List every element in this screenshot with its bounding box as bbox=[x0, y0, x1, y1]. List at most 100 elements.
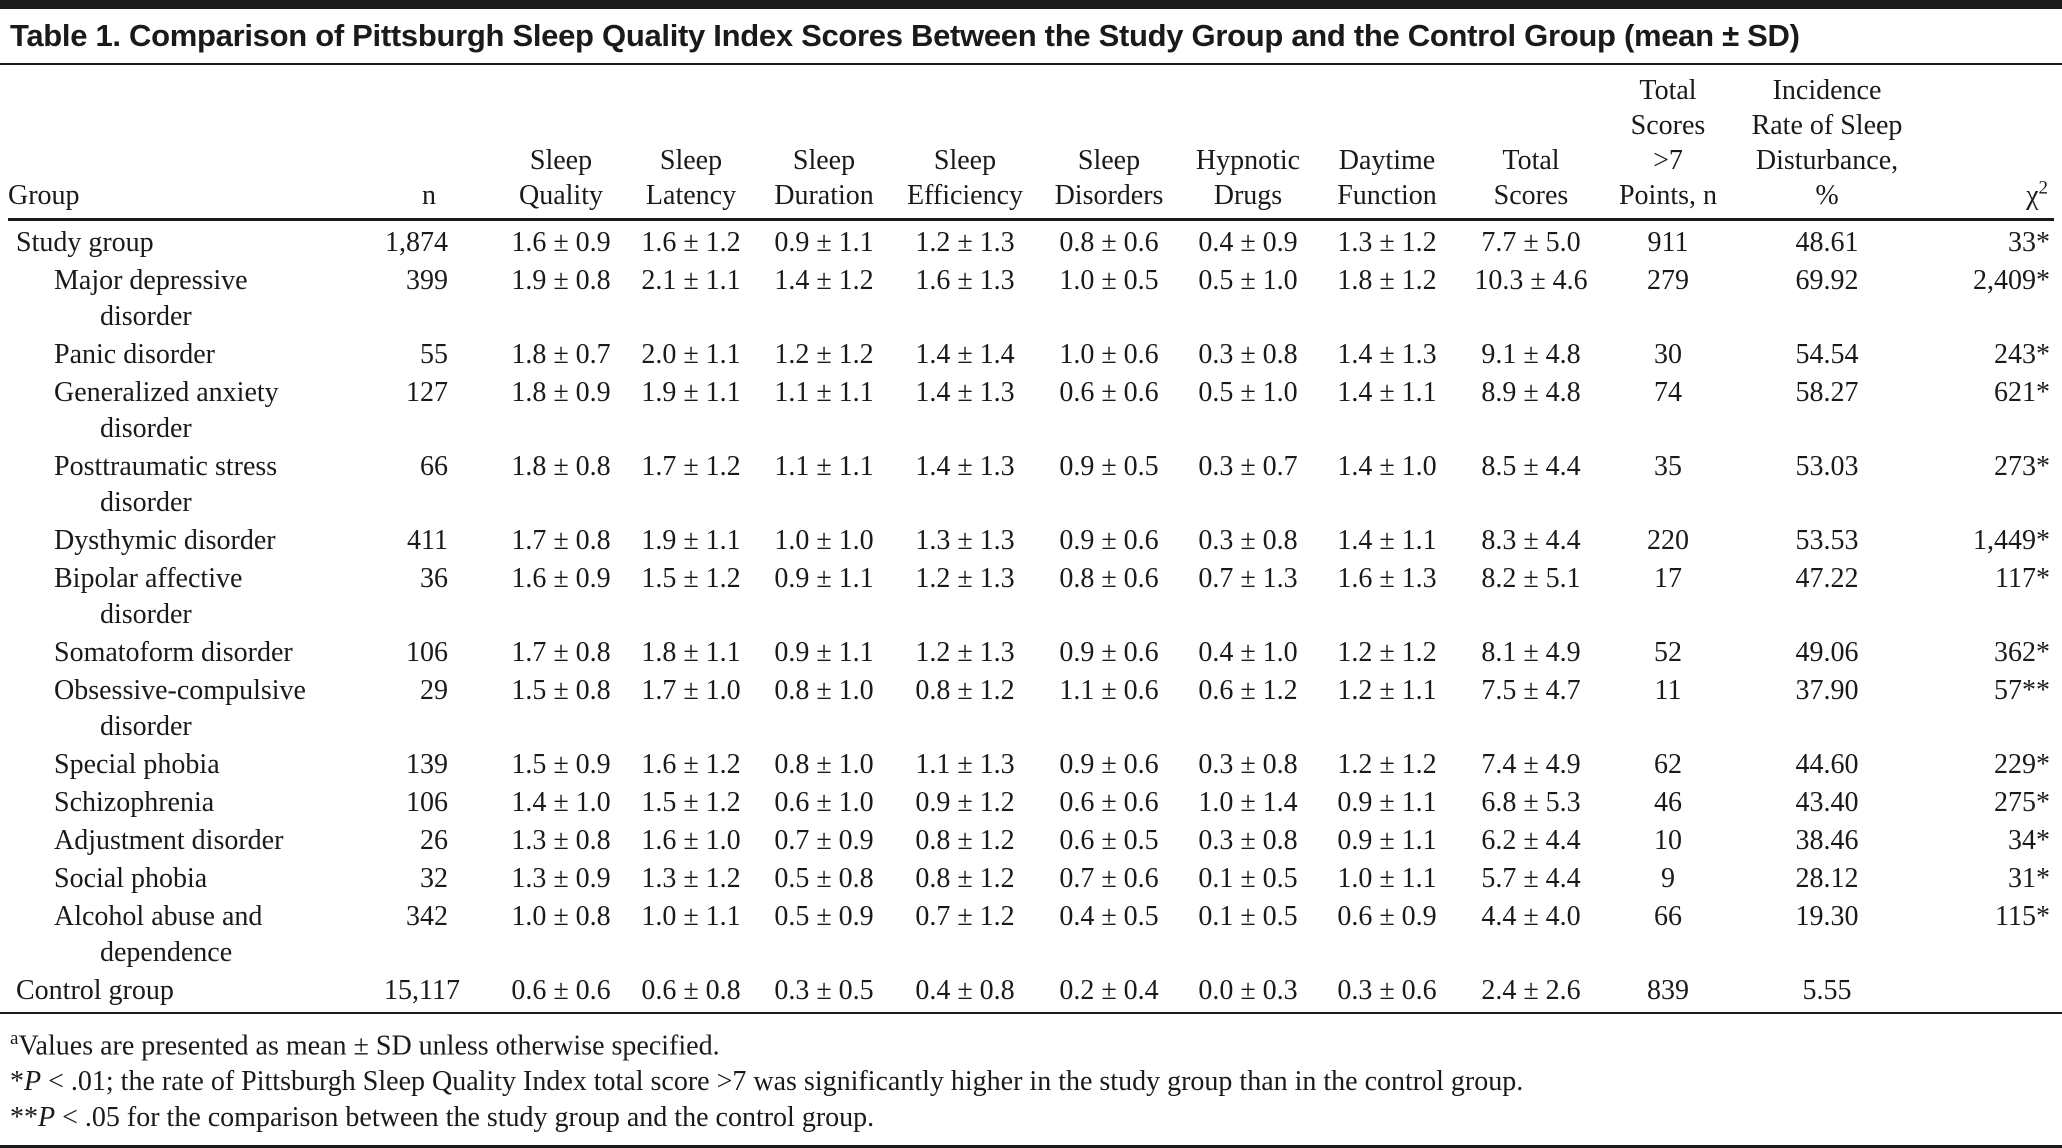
data-cell: 106 bbox=[406, 637, 448, 668]
data-cell: 36 bbox=[420, 563, 448, 594]
data-cell: 1.2 ± 1.2 bbox=[1337, 637, 1437, 668]
column-header-total-scores-gt7: Total Scores >7 Points, n bbox=[1604, 65, 1732, 221]
footnote-text: < .01; the rate of Pittsburgh Sleep Qual… bbox=[41, 1066, 1524, 1098]
column-header-incidence-rate: Incidence Rate of Sleep Disturbance, % bbox=[1732, 65, 1922, 221]
data-cell: 0.8 ± 1.2 bbox=[915, 825, 1015, 856]
group-name: Special phobia bbox=[54, 749, 220, 780]
data-cell: 115* bbox=[1995, 901, 2050, 932]
data-cell: 1.4 ± 1.0 bbox=[511, 787, 611, 818]
data-cell: 62 bbox=[1654, 749, 1682, 780]
data-cell: 53.53 bbox=[1795, 525, 1859, 556]
data-cell: 1.1 ± 0.6 bbox=[1059, 675, 1159, 706]
top-rule bbox=[0, 0, 2062, 9]
data-cell: 0.4 ± 1.0 bbox=[1198, 637, 1298, 668]
data-cell: 10 bbox=[1654, 825, 1682, 856]
data-cell: 1.0 ± 0.5 bbox=[1059, 265, 1159, 296]
data-cell: 46 bbox=[1654, 787, 1682, 818]
data-cell: 54.54 bbox=[1795, 339, 1859, 370]
table-row: Adjustment disorder 26 1.3 ± 0.8 1.6 ± 1.0 0… bbox=[8, 822, 2054, 860]
data-cell: 0.7 ± 1.2 bbox=[915, 901, 1015, 932]
group-name: Somatoform disorder bbox=[54, 637, 293, 668]
data-cell: 11 bbox=[1654, 675, 1682, 706]
data-cell: 52 bbox=[1654, 637, 1682, 668]
data-cell: 1.6 ± 0.9 bbox=[511, 227, 611, 258]
table-title: Table 1. Comparison of Pittsburgh Sleep … bbox=[0, 9, 2062, 65]
data-cell: 7.7 ± 5.0 bbox=[1481, 227, 1581, 258]
data-cell: 0.3 ± 0.5 bbox=[774, 975, 874, 1006]
data-cell: 8.1 ± 4.9 bbox=[1481, 637, 1581, 668]
chi-superscript: 2 bbox=[2038, 177, 2049, 199]
data-cell: 26 bbox=[420, 825, 448, 856]
data-cell: 55 bbox=[420, 339, 448, 370]
data-cell: 1.6 ± 1.2 bbox=[641, 749, 741, 780]
data-cell: 47.22 bbox=[1795, 563, 1859, 594]
data-cell: 0.4 ± 0.8 bbox=[915, 975, 1015, 1006]
data-cell: 74 bbox=[1654, 377, 1682, 408]
column-header-hypnotic-drugs: Hypnotic Drugs bbox=[1180, 65, 1316, 221]
data-cell: 1.4 ± 1.3 bbox=[915, 451, 1015, 482]
data-cell: 0.6 ± 1.0 bbox=[774, 787, 874, 818]
data-cell: 243* bbox=[1994, 339, 2050, 370]
data-cell: 49.06 bbox=[1795, 637, 1859, 668]
footnote-marker: ** bbox=[10, 1102, 38, 1134]
data-cell: 0.5 ± 0.9 bbox=[774, 901, 874, 932]
data-cell: 1.8 ± 1.1 bbox=[641, 637, 741, 668]
data-cell: 139 bbox=[406, 749, 448, 780]
data-cell: 2.0 ± 1.1 bbox=[641, 339, 741, 370]
data-cell: 1.9 ± 1.1 bbox=[641, 377, 741, 408]
chi-symbol: χ bbox=[2026, 180, 2039, 211]
column-header-sleep-quality: Sleep Quality bbox=[496, 65, 626, 221]
data-cell: 0.9 ± 0.5 bbox=[1059, 451, 1159, 482]
data-cell: 10.3 ± 4.6 bbox=[1474, 265, 1588, 296]
data-cell: 0.9 ± 1.1 bbox=[774, 227, 874, 258]
data-cell: 1.3 ± 1.2 bbox=[641, 863, 741, 894]
data-cell: 2,409* bbox=[1973, 265, 2050, 296]
data-cell: 1.5 ± 1.2 bbox=[641, 787, 741, 818]
data-cell: 38.46 bbox=[1795, 825, 1859, 856]
footnote-values: aValues are presented as mean ± SD unles… bbox=[10, 1021, 2052, 1064]
table-row: Social phobia 32 1.3 ± 0.9 1.3 ± 1.2 0.5 ± 0… bbox=[8, 860, 2054, 898]
data-cell: 0.9 ± 1.1 bbox=[1337, 825, 1437, 856]
data-cell: 1.3 ± 1.3 bbox=[915, 525, 1015, 556]
data-cell: 1.1 ± 1.3 bbox=[915, 749, 1015, 780]
data-cell: 1.4 ± 1.0 bbox=[1337, 451, 1437, 482]
footnote-p-symbol: P bbox=[38, 1102, 56, 1134]
data-cell: 35 bbox=[1654, 451, 1682, 482]
group-name: Study group bbox=[16, 227, 154, 258]
data-cell: 0.8 ± 1.2 bbox=[915, 675, 1015, 706]
data-cell: 1.2 ± 1.3 bbox=[915, 563, 1015, 594]
data-cell: 0.6 ± 0.6 bbox=[1059, 787, 1159, 818]
table-row: Schizophrenia 106 1.4 ± 1.0 1.5 ± 1.2 0.6 ± … bbox=[8, 784, 2054, 822]
data-cell: 0.9 ± 0.6 bbox=[1059, 525, 1159, 556]
footnote-text: Values are presented as mean ± SD unless… bbox=[18, 1030, 720, 1062]
data-cell: 2.1 ± 1.1 bbox=[641, 265, 741, 296]
data-cell: 28.12 bbox=[1795, 863, 1859, 894]
data-cell: 48.61 bbox=[1795, 227, 1859, 258]
table-row: Control group 15,117 0.6 ± 0.6 0.6 ± 0.8 0.3… bbox=[8, 972, 2054, 1010]
group-name: Major depressive disorder bbox=[54, 265, 248, 332]
data-cell: 0.7 ± 1.3 bbox=[1198, 563, 1298, 594]
data-cell: 34* bbox=[2008, 825, 2050, 856]
data-cell: 362* bbox=[1994, 637, 2050, 668]
column-header-sleep-latency: Sleep Latency bbox=[626, 65, 756, 221]
data-cell: 8.9 ± 4.8 bbox=[1481, 377, 1581, 408]
data-cell: 0.9 ± 1.1 bbox=[774, 637, 874, 668]
group-name: Bipolar affective disorder bbox=[54, 563, 243, 630]
data-cell: 229* bbox=[1994, 749, 2050, 780]
data-cell: 33* bbox=[2008, 227, 2050, 258]
data-cell: 275* bbox=[1994, 787, 2050, 818]
data-cell: 1.0 ± 1.1 bbox=[641, 901, 741, 932]
group-name: Obsessive-compulsive disorder bbox=[54, 675, 306, 742]
data-cell: 1.2 ± 1.3 bbox=[915, 227, 1015, 258]
footnote-p05: **P < .05 for the comparison between the… bbox=[10, 1100, 2052, 1136]
data-cell: 0.7 ± 0.9 bbox=[774, 825, 874, 856]
data-cell: 1.8 ± 0.9 bbox=[511, 377, 611, 408]
data-cell: 0.6 ± 0.5 bbox=[1059, 825, 1159, 856]
group-name: Dysthymic disorder bbox=[54, 525, 276, 556]
data-cell: 1.2 ± 1.2 bbox=[1337, 749, 1437, 780]
data-cell: 1.6 ± 1.0 bbox=[641, 825, 741, 856]
data-cell: 1.0 ± 1.4 bbox=[1198, 787, 1298, 818]
data-cell: 0.3 ± 0.7 bbox=[1198, 451, 1298, 482]
data-cell: 1.7 ± 1.0 bbox=[641, 675, 741, 706]
table-header: Group n Sleep Quality Sleep Latency Slee… bbox=[8, 65, 2054, 221]
